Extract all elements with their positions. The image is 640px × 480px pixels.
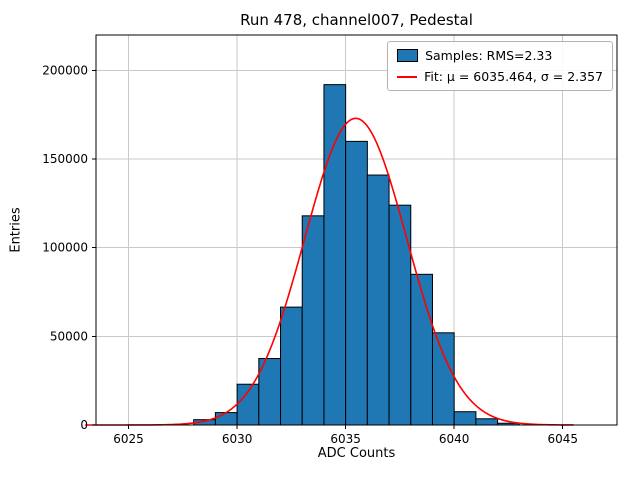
y-tick-label: 200000 <box>42 63 88 77</box>
legend-samples-label: Samples: RMS=2.33 <box>425 48 553 63</box>
x-tick-label: 6025 <box>113 432 144 446</box>
histogram-bar <box>388 204 412 426</box>
legend-item-samples: Samples: RMS=2.33 <box>397 48 603 63</box>
chart-title: Run 478, channel007, Pedestal <box>240 11 473 29</box>
histogram-bar <box>280 306 303 426</box>
x-axis-label: ADC Counts <box>317 446 396 461</box>
histogram-bar <box>431 332 455 426</box>
histogram-bar <box>301 215 325 426</box>
y-tick-label: 100000 <box>42 241 88 255</box>
x-tick-label: 6035 <box>330 432 361 446</box>
histogram-bar <box>345 140 368 426</box>
histogram-bar <box>410 273 433 426</box>
histogram-bar <box>453 411 477 426</box>
legend-fit-label: Fit: μ = 6035.464, σ = 2.357 <box>424 69 603 84</box>
histogram-bar <box>366 174 390 426</box>
y-axis-label: Entries <box>8 207 24 253</box>
x-tick-label: 6045 <box>547 432 578 446</box>
legend-item-fit: Fit: μ = 6035.464, σ = 2.357 <box>397 69 603 84</box>
legend-line-swatch <box>397 75 418 78</box>
y-tick-label: 50000 <box>50 329 88 343</box>
plot-frame <box>95 34 618 426</box>
x-tick-label: 6030 <box>222 432 253 446</box>
histogram-bar <box>475 418 499 426</box>
x-tick-label: 6040 <box>439 432 470 446</box>
histogram-bar <box>214 412 238 426</box>
legend-bar-swatch <box>397 49 419 62</box>
histogram-bar <box>323 84 347 426</box>
legend: Samples: RMS=2.33 Fit: μ = 6035.464, σ =… <box>387 41 613 91</box>
y-tick-label: 0 <box>80 418 88 432</box>
y-tick-label: 150000 <box>42 152 88 166</box>
